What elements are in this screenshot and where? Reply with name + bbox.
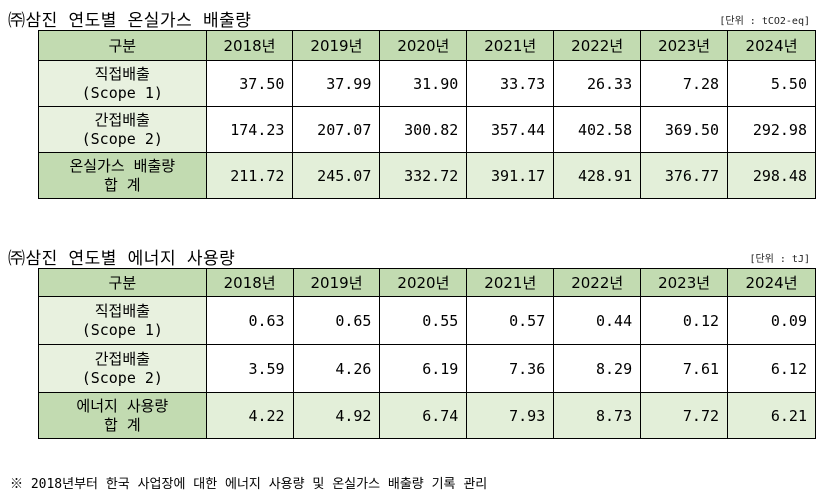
table-cell: 0.55 (379, 296, 468, 345)
table-cell: 6.19 (379, 344, 468, 393)
row-label-sub: 합 계 (103, 175, 141, 194)
table-cell: 4.26 (292, 344, 381, 393)
table-cell: 369.50 (640, 106, 729, 153)
row-label: 에너지 사용량 합 계 (38, 392, 207, 439)
emissions-table: 구분 2018년 2019년 2020년 2021년 2022년 2023년 2… (38, 30, 816, 199)
header-year: 2020년 (379, 30, 468, 61)
table-cell: 6.21 (727, 392, 816, 439)
header-category: 구분 (38, 268, 207, 297)
table-cell: 33.73 (466, 60, 555, 107)
table-cell: 428.91 (553, 152, 642, 199)
header-year: 2020년 (379, 268, 468, 297)
table-cell: 0.57 (466, 296, 555, 345)
table-cell: 7.36 (466, 344, 555, 393)
table-cell: 402.58 (553, 106, 642, 153)
table-row: 간접배출 (Scope 2) 3.59 4.26 6.19 7.36 8.29 … (38, 344, 816, 393)
row-label-sub: (Scope 2) (81, 368, 163, 387)
header-year: 2024년 (727, 30, 816, 61)
table-cell: 292.98 (727, 106, 816, 153)
table-cell: 357.44 (466, 106, 555, 153)
table-cell: 0.12 (640, 296, 729, 345)
table-row-total: 온실가스 배출량 합 계 211.72 245.07 332.72 391.17… (38, 152, 816, 199)
table-cell: 26.33 (553, 60, 642, 107)
header-year: 2022년 (553, 30, 642, 61)
table-cell: 7.28 (640, 60, 729, 107)
header-year: 2022년 (553, 268, 642, 297)
header-year: 2023년 (640, 268, 729, 297)
table-cell: 8.29 (553, 344, 642, 393)
row-label-main: 간접배출 (94, 110, 150, 129)
table-row-total: 에너지 사용량 합 계 4.22 4.92 6.74 7.93 8.73 7.7… (38, 392, 816, 439)
row-label: 직접배출 (Scope 1) (38, 60, 207, 107)
row-label: 간접배출 (Scope 2) (38, 344, 207, 393)
table-row: 직접배출 (Scope 1) 0.63 0.65 0.55 0.57 0.44 … (38, 296, 816, 345)
header-year: 2021년 (466, 30, 555, 61)
row-label-sub: (Scope 1) (81, 83, 163, 102)
row-label: 온실가스 배출량 합 계 (38, 152, 207, 199)
table-cell: 211.72 (205, 152, 294, 199)
row-label-sub: 합 계 (104, 415, 141, 434)
table-cell: 300.82 (379, 106, 468, 153)
emissions-unit: [단위 : tCO2-eq] (719, 16, 810, 27)
row-label-main: 에너지 사용량 (76, 396, 169, 415)
table-cell: 31.90 (379, 60, 468, 107)
footnote: ※ 2018년부터 한국 사업장에 대한 에너지 사용량 및 온실가스 배출량 … (10, 477, 488, 492)
header-year: 2023년 (640, 30, 729, 61)
table-cell: 4.92 (292, 392, 381, 439)
table-cell: 376.77 (640, 152, 729, 199)
row-label-main: 간접배출 (94, 349, 150, 368)
table-cell: 6.74 (379, 392, 468, 439)
table-cell: 0.63 (205, 296, 294, 345)
energy-unit: [단위 : tJ] (749, 254, 810, 265)
row-label-main: 온실가스 배출량 (69, 156, 176, 175)
row-label-main: 직접배출 (94, 64, 150, 83)
row-label: 간접배출 (Scope 2) (38, 106, 207, 153)
table-cell: 332.72 (379, 152, 468, 199)
header-category: 구분 (38, 30, 207, 61)
header-year: 2018년 (205, 268, 294, 297)
table-cell: 37.50 (205, 60, 294, 107)
table-cell: 6.12 (727, 344, 816, 393)
table-cell: 207.07 (292, 106, 381, 153)
table-cell: 7.72 (640, 392, 729, 439)
table-cell: 391.17 (466, 152, 555, 199)
row-label-sub: (Scope 1) (81, 320, 163, 339)
row-label-main: 직접배출 (94, 301, 150, 320)
row-label-sub: (Scope 2) (81, 129, 163, 148)
table-cell: 7.61 (640, 344, 729, 393)
header-year: 2019년 (292, 30, 381, 61)
table-cell: 245.07 (292, 152, 381, 199)
table-row: 간접배출 (Scope 2) 174.23 207.07 300.82 357.… (38, 106, 816, 153)
row-label: 직접배출 (Scope 1) (38, 296, 207, 345)
table-cell: 3.59 (205, 344, 294, 393)
table-cell: 5.50 (727, 60, 816, 107)
emissions-title: ㈜삼진 연도별 온실가스 배출량 (8, 11, 252, 31)
energy-title: ㈜삼진 연도별 에너지 사용량 (8, 249, 236, 269)
table-cell: 298.48 (727, 152, 816, 199)
table-cell: 0.09 (727, 296, 816, 345)
header-year: 2021년 (466, 268, 555, 297)
table-cell: 7.93 (466, 392, 555, 439)
table-cell: 174.23 (205, 106, 294, 153)
header-year: 2019년 (292, 268, 381, 297)
table-cell: 4.22 (205, 392, 294, 439)
header-year: 2024년 (727, 268, 816, 297)
emissions-header-row: 구분 2018년 2019년 2020년 2021년 2022년 2023년 2… (38, 30, 816, 61)
header-year: 2018년 (205, 30, 294, 61)
table-cell: 37.99 (292, 60, 381, 107)
table-row: 직접배출 (Scope 1) 37.50 37.99 31.90 33.73 2… (38, 60, 816, 107)
table-cell: 0.44 (553, 296, 642, 345)
table-cell: 0.65 (292, 296, 381, 345)
table-cell: 8.73 (553, 392, 642, 439)
energy-table: 구분 2018년 2019년 2020년 2021년 2022년 2023년 2… (38, 268, 816, 439)
energy-header-row: 구분 2018년 2019년 2020년 2021년 2022년 2023년 2… (38, 268, 816, 297)
